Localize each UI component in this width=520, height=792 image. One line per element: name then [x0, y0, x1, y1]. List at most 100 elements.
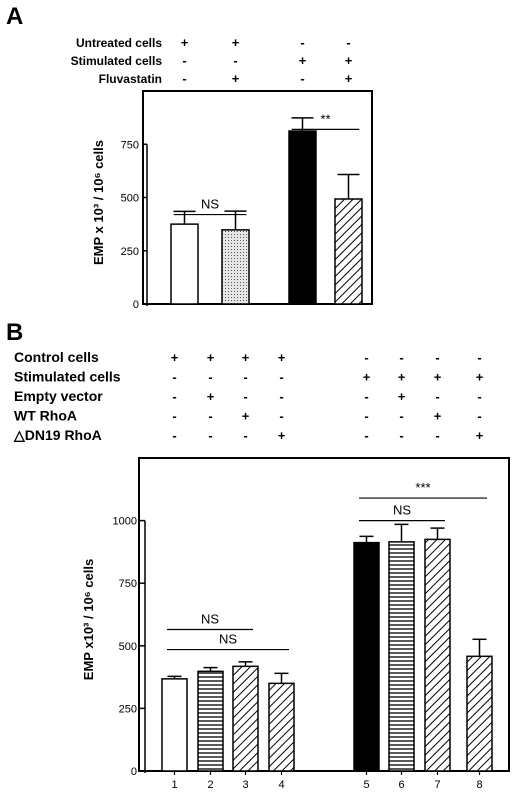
y-tick-label: 250	[119, 703, 137, 715]
x-tick-label: 1	[171, 779, 177, 791]
y-axis-label: EMP x 10³ / 10⁶ cells	[91, 140, 106, 265]
condition-sign: -	[208, 409, 212, 424]
condition-sign: +	[242, 409, 250, 424]
condition-sign: -	[300, 35, 304, 50]
y-tick-label: 750	[119, 578, 137, 590]
y-tick-label: 0	[133, 299, 139, 311]
panel-letter-a: A	[6, 3, 23, 30]
x-tick-label: 7	[434, 779, 440, 791]
condition-sign: +	[232, 71, 240, 86]
condition-sign: +	[171, 350, 179, 365]
condition-sign: +	[398, 389, 406, 404]
significance-label: NS	[393, 503, 411, 518]
condition-sign: +	[476, 428, 484, 443]
condition-sign: +	[434, 409, 442, 424]
condition-sign: -	[435, 350, 439, 365]
x-tick-label: 3	[242, 779, 248, 791]
bar	[288, 130, 317, 305]
panel-a-chart: Untreated cells + + - - Stimulated cells - - + + F…	[71, 35, 373, 311]
bar	[466, 655, 493, 772]
condition-sign: +	[363, 370, 371, 385]
condition-sign: +	[278, 350, 286, 365]
bar	[353, 541, 380, 772]
condition-sign: -	[279, 389, 283, 404]
y-axis-label: EMP x10³ / 10⁶ cells	[81, 559, 96, 680]
condition-label: Empty vector	[14, 388, 103, 404]
plot-frame	[138, 457, 510, 772]
bar	[161, 678, 188, 772]
condition-sign: -	[300, 71, 304, 86]
y-tick-label: 250	[121, 246, 139, 258]
condition-sign: -	[477, 350, 481, 365]
condition-sign: -	[435, 389, 439, 404]
condition-sign: -	[172, 428, 176, 443]
condition-sign: +	[398, 370, 406, 385]
condition-sign: +	[278, 428, 286, 443]
condition-sign: -	[182, 71, 186, 86]
panel-letter-b: B	[6, 319, 23, 346]
condition-sign: -	[399, 409, 403, 424]
condition-sign: +	[476, 370, 484, 385]
condition-sign: -	[208, 428, 212, 443]
significance-label: NS	[201, 197, 219, 212]
panel-b-chart: Control cells + + + + - - - - Stimulated cells - - -…	[13, 349, 510, 791]
condition-sign: +	[299, 53, 307, 68]
x-tick-label: 2	[207, 779, 213, 791]
condition-sign: -	[364, 409, 368, 424]
condition-sign: -	[399, 350, 403, 365]
condition-sign: +	[207, 389, 215, 404]
condition-sign: -	[279, 409, 283, 424]
condition-sign: -	[364, 428, 368, 443]
condition-label: Stimulated cells	[71, 54, 163, 68]
condition-sign: -	[243, 428, 247, 443]
x-tick-label: 4	[278, 779, 284, 791]
condition-sign: -	[279, 370, 283, 385]
condition-sign: -	[208, 370, 212, 385]
bar	[221, 229, 250, 305]
condition-sign: -	[243, 370, 247, 385]
x-tick-label: 8	[476, 779, 482, 791]
condition-sign: -	[364, 389, 368, 404]
bar	[268, 682, 295, 772]
condition-sign: -	[477, 409, 481, 424]
y-tick-label: 0	[131, 766, 137, 778]
condition-sign: -	[399, 428, 403, 443]
condition-sign: +	[345, 71, 353, 86]
condition-label: Untreated cells	[76, 36, 162, 50]
significance-label: ***	[415, 480, 430, 495]
bar	[388, 541, 415, 772]
significance-label: NS	[201, 612, 219, 627]
condition-label: WT RhoA	[14, 408, 77, 424]
condition-sign: +	[345, 53, 353, 68]
bar	[334, 198, 363, 305]
y-tick-label: 1000	[113, 516, 137, 528]
x-tick-label: 5	[363, 779, 369, 791]
y-tick-label: 500	[121, 193, 139, 205]
condition-sign: -	[243, 389, 247, 404]
significance-label: NS	[219, 632, 237, 647]
condition-label: Stimulated cells	[14, 369, 121, 385]
condition-label: Fluvastatin	[99, 72, 162, 86]
y-tick-label: 750	[121, 139, 139, 151]
condition-sign: -	[477, 389, 481, 404]
condition-sign: -	[172, 389, 176, 404]
condition-sign: +	[242, 350, 250, 365]
condition-sign: -	[172, 370, 176, 385]
condition-sign: -	[346, 35, 350, 50]
condition-label: △DN19 RhoA	[13, 427, 102, 443]
condition-label: Control cells	[14, 349, 99, 365]
condition-sign: +	[181, 35, 189, 50]
bar	[170, 223, 199, 305]
x-tick-label: 6	[398, 779, 404, 791]
condition-sign: -	[364, 350, 368, 365]
condition-sign: -	[182, 53, 186, 68]
bar	[197, 670, 224, 772]
condition-sign: +	[434, 370, 442, 385]
condition-sign: -	[435, 428, 439, 443]
condition-sign: +	[232, 35, 240, 50]
bar	[424, 538, 451, 772]
significance-label: **	[320, 111, 330, 126]
bar	[232, 665, 259, 772]
condition-sign: +	[207, 350, 215, 365]
